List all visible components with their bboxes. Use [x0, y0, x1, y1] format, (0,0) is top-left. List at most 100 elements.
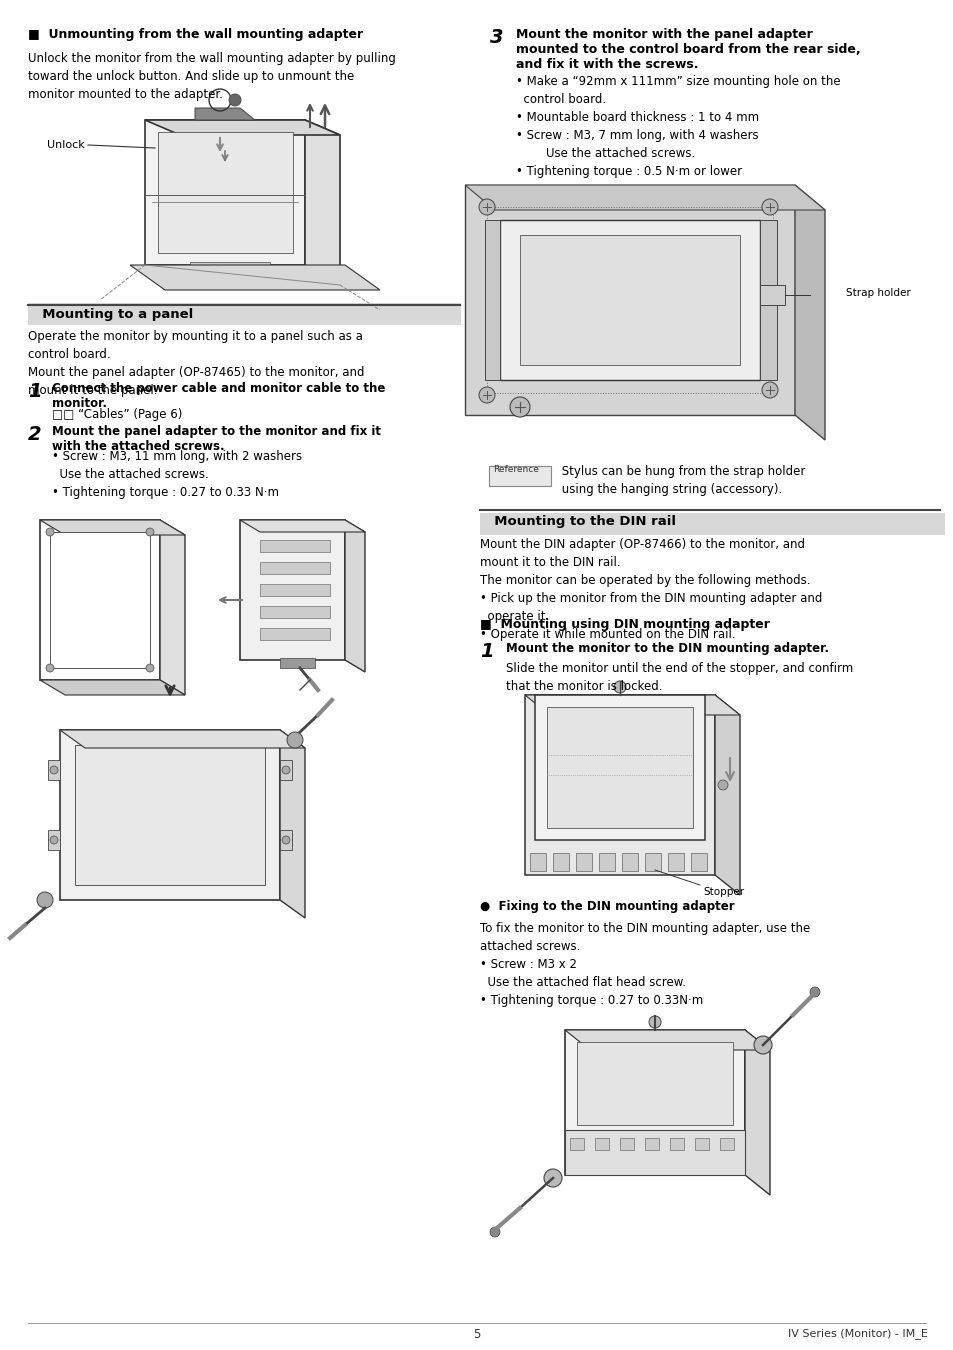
Text: Stopper: Stopper [702, 887, 743, 896]
Text: Stylus can be hung from the strap holder
 using the hanging string (accessory).: Stylus can be hung from the strap holder… [558, 464, 804, 495]
Polygon shape [667, 853, 683, 871]
Text: ■  Mounting using DIN mounting adapter: ■ Mounting using DIN mounting adapter [479, 618, 769, 630]
Polygon shape [145, 120, 339, 135]
Polygon shape [60, 730, 280, 900]
Text: IV Series (Monitor) - IM_E: IV Series (Monitor) - IM_E [787, 1328, 927, 1339]
Polygon shape [48, 830, 60, 850]
Text: Mount the DIN adapter (OP-87466) to the monitor, and
mount it to the DIN rail.
T: Mount the DIN adapter (OP-87466) to the … [479, 539, 821, 641]
Text: • Make a “92mm x 111mm” size mounting hole on the
  control board.
• Mountable b: • Make a “92mm x 111mm” size mounting ho… [516, 76, 840, 178]
Polygon shape [260, 628, 330, 640]
Text: 3: 3 [490, 28, 503, 47]
Circle shape [50, 836, 58, 844]
Polygon shape [569, 1138, 583, 1150]
Circle shape [490, 1227, 499, 1237]
Polygon shape [240, 520, 365, 532]
Polygon shape [564, 1030, 769, 1050]
Polygon shape [40, 520, 185, 535]
Polygon shape [577, 1042, 732, 1125]
Polygon shape [760, 220, 776, 379]
FancyBboxPatch shape [28, 302, 460, 325]
Polygon shape [75, 745, 265, 886]
Polygon shape [690, 853, 706, 871]
Text: • Screw : M3, 11 mm long, with 2 washers
  Use the attached screws.
• Tightening: • Screw : M3, 11 mm long, with 2 washers… [52, 450, 302, 500]
Text: 1: 1 [479, 643, 493, 662]
Polygon shape [260, 562, 330, 574]
Polygon shape [695, 1138, 708, 1150]
Text: Connect the power cable and monitor cable to the
monitor.: Connect the power cable and monitor cabl… [52, 382, 385, 410]
Polygon shape [714, 695, 740, 895]
Circle shape [146, 664, 153, 672]
FancyBboxPatch shape [489, 466, 551, 486]
Circle shape [543, 1169, 561, 1187]
Text: 5: 5 [473, 1328, 480, 1341]
Polygon shape [464, 185, 794, 414]
Circle shape [478, 387, 495, 404]
Text: Mount the panel adapter to the monitor and fix it
with the attached screws.: Mount the panel adapter to the monitor a… [52, 425, 380, 454]
Polygon shape [619, 1138, 634, 1150]
Text: Reference: Reference [493, 464, 538, 474]
Polygon shape [794, 185, 824, 440]
Text: 2: 2 [28, 425, 42, 444]
Circle shape [46, 664, 54, 672]
Polygon shape [60, 730, 305, 748]
Polygon shape [598, 853, 615, 871]
Polygon shape [669, 1138, 683, 1150]
Polygon shape [524, 695, 740, 716]
Polygon shape [576, 853, 592, 871]
Circle shape [229, 95, 241, 107]
Polygon shape [760, 285, 784, 305]
Polygon shape [190, 262, 270, 271]
Polygon shape [535, 695, 704, 840]
Polygon shape [484, 220, 499, 379]
Polygon shape [145, 120, 305, 265]
Polygon shape [546, 707, 692, 828]
Polygon shape [644, 853, 660, 871]
Circle shape [37, 892, 53, 909]
Circle shape [478, 198, 495, 215]
Text: Slide the monitor until the end of the stopper, and confirm
that the monitor is : Slide the monitor until the end of the s… [505, 662, 852, 693]
Circle shape [753, 1035, 771, 1054]
Circle shape [761, 198, 778, 215]
Text: Strap holder: Strap holder [845, 288, 910, 298]
Polygon shape [524, 695, 714, 875]
Polygon shape [564, 1130, 744, 1174]
Circle shape [287, 732, 303, 748]
Text: Mount the monitor with the panel adapter
mounted to the control board from the r: Mount the monitor with the panel adapter… [516, 28, 860, 72]
Polygon shape [464, 185, 824, 211]
Polygon shape [519, 235, 740, 364]
Polygon shape [48, 760, 60, 780]
Text: ●  Fixing to the DIN mounting adapter: ● Fixing to the DIN mounting adapter [479, 900, 734, 913]
Circle shape [648, 1017, 660, 1027]
Circle shape [809, 987, 820, 998]
Polygon shape [553, 853, 568, 871]
Polygon shape [530, 853, 545, 871]
Polygon shape [240, 520, 345, 660]
Text: 1: 1 [28, 382, 42, 401]
Polygon shape [280, 730, 305, 918]
Circle shape [761, 382, 778, 398]
Circle shape [282, 836, 290, 844]
Polygon shape [744, 1030, 769, 1195]
Polygon shape [345, 520, 365, 672]
Polygon shape [564, 1030, 744, 1174]
Polygon shape [260, 585, 330, 595]
Polygon shape [194, 108, 254, 120]
Text: Mounting to a panel: Mounting to a panel [33, 308, 193, 321]
Circle shape [46, 528, 54, 536]
Text: ■  Unmounting from the wall mounting adapter: ■ Unmounting from the wall mounting adap… [28, 28, 363, 40]
Polygon shape [158, 132, 293, 252]
Polygon shape [50, 532, 150, 668]
Polygon shape [280, 760, 292, 780]
Polygon shape [280, 657, 314, 668]
Text: Unlock the monitor from the wall mounting adapter by pulling
toward the unlock b: Unlock the monitor from the wall mountin… [28, 53, 395, 101]
Polygon shape [621, 853, 638, 871]
Circle shape [282, 765, 290, 774]
Polygon shape [160, 520, 185, 695]
Text: Mount the monitor to the DIN mounting adapter.: Mount the monitor to the DIN mounting ad… [505, 643, 828, 655]
Polygon shape [40, 680, 185, 695]
Text: Operate the monitor by mounting it to a panel such as a
control board.
Mount the: Operate the monitor by mounting it to a … [28, 329, 364, 397]
Circle shape [50, 765, 58, 774]
Polygon shape [280, 830, 292, 850]
Polygon shape [499, 220, 760, 379]
Polygon shape [644, 1138, 659, 1150]
